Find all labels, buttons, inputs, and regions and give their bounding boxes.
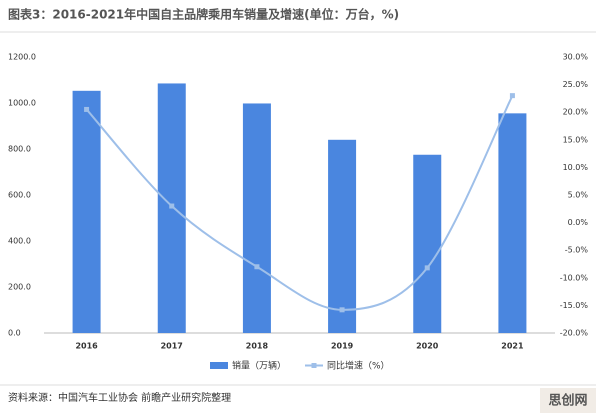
y2-tick-label: 10.0% bbox=[563, 163, 589, 172]
y2-tick-label: -5.0% bbox=[565, 246, 589, 255]
legend-label: 同比增速（%） bbox=[327, 360, 390, 372]
x-tick-label: 2019 bbox=[331, 342, 354, 351]
x-tick-label: 2018 bbox=[246, 342, 269, 351]
bar bbox=[72, 90, 101, 333]
logo: 思创网 bbox=[548, 393, 587, 409]
y-tick-label: 200.0 bbox=[8, 283, 31, 292]
chart-title: 图表3：2016-2021年中国自主品牌乘用车销量及增速(单位：万台，%) bbox=[8, 7, 399, 22]
line-marker bbox=[424, 265, 430, 271]
legend-swatch bbox=[210, 362, 228, 369]
line-marker bbox=[254, 264, 260, 270]
y2-tick-label: 15.0% bbox=[563, 135, 589, 144]
logo-bg bbox=[540, 388, 596, 413]
bar bbox=[498, 113, 527, 333]
y2-tick-label: -10.0% bbox=[560, 273, 589, 282]
line bbox=[85, 95, 514, 311]
x-tick-label: 2021 bbox=[501, 342, 524, 351]
y-tick-label: 400.0 bbox=[8, 237, 31, 246]
y2-tick-label: 0.0% bbox=[568, 218, 589, 227]
source-note: 资料来源：中国汽车工业协会 前瞻产业研究院整理 bbox=[8, 391, 231, 404]
y-tick-label: 0.0 bbox=[8, 329, 21, 338]
legend-label: 销量（万辆） bbox=[232, 360, 286, 372]
y-tick-label: 1200.0 bbox=[8, 53, 36, 62]
line-marker bbox=[84, 106, 90, 112]
x-tick-label: 2017 bbox=[161, 342, 183, 351]
y2-tick-label: 5.0% bbox=[568, 191, 589, 200]
y2-tick-label: 20.0% bbox=[563, 108, 589, 117]
legend-swatch bbox=[311, 363, 317, 368]
x-tick-label: 2016 bbox=[75, 342, 98, 351]
x-tick-label: 2020 bbox=[416, 342, 439, 351]
y2-tick-label: -20.0% bbox=[560, 329, 589, 338]
line-marker bbox=[509, 93, 515, 99]
y2-tick-label: 25.0% bbox=[563, 80, 589, 89]
line-marker bbox=[169, 203, 175, 209]
y2-tick-label: -15.0% bbox=[560, 301, 589, 310]
bar bbox=[328, 139, 357, 333]
y2-tick-label: 30.0% bbox=[563, 53, 589, 62]
y-tick-label: 600.0 bbox=[8, 191, 31, 200]
y-tick-label: 800.0 bbox=[8, 145, 31, 154]
y-tick-label: 1000.0 bbox=[8, 99, 36, 108]
line-marker bbox=[339, 307, 345, 313]
bar bbox=[242, 103, 271, 334]
bar bbox=[413, 154, 442, 333]
